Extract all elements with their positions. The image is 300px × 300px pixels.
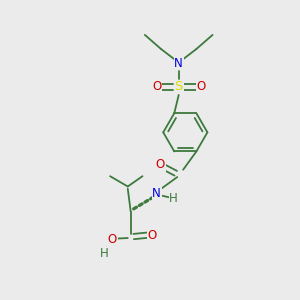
Text: H: H	[169, 192, 178, 205]
Text: N: N	[152, 187, 161, 200]
Text: S: S	[175, 80, 183, 93]
Text: N: N	[174, 57, 183, 70]
Text: O: O	[196, 80, 206, 93]
Text: O: O	[108, 233, 117, 246]
Text: O: O	[147, 229, 157, 242]
Text: O: O	[156, 158, 165, 171]
Text: O: O	[152, 80, 161, 93]
Text: H: H	[100, 247, 109, 260]
